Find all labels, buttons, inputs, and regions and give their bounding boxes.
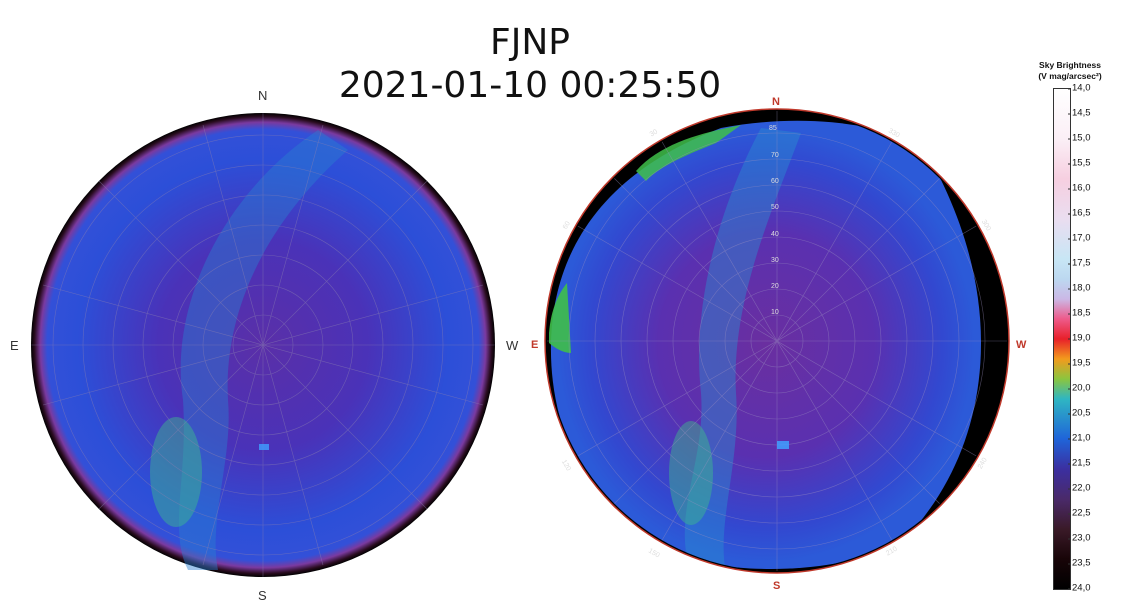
- colorbar-tick-label: 16,0: [1068, 182, 1091, 194]
- colorbar-tick-label: 14,5: [1068, 107, 1091, 119]
- left-grid: [31, 113, 495, 577]
- colorbar-title-line1: Sky Brightness: [1039, 60, 1101, 70]
- right-south-label: S: [773, 580, 781, 592]
- colorbar-tick-label: 22,0: [1068, 482, 1091, 494]
- right-grid: [547, 111, 1007, 571]
- left-south-label: S: [258, 588, 267, 603]
- colorbar-gradient: [1053, 88, 1071, 590]
- altitude-label: 50: [771, 204, 779, 211]
- right-horizon-glow-east: [549, 283, 571, 353]
- colorbar-tick-label: 22,5: [1068, 507, 1091, 519]
- right-milky-way: [684, 128, 801, 571]
- colorbar-tick-label: 20,5: [1068, 407, 1091, 419]
- altitude-label: 85: [769, 125, 777, 132]
- left-west-label: W: [506, 338, 519, 353]
- colorbar-title-line2: (V mag/arcsec²): [1038, 71, 1102, 81]
- altitude-label: 70: [771, 152, 779, 159]
- colorbar-tick-label: 19,5: [1068, 357, 1091, 369]
- altitude-label: 10: [771, 309, 779, 316]
- altitude-label: 40: [771, 231, 779, 238]
- right-north-label: N: [772, 96, 780, 108]
- right-east-label: E: [531, 339, 539, 351]
- left-north-label: N: [258, 88, 268, 103]
- colorbar-tick-label: 19,0: [1068, 332, 1091, 344]
- left-allsky-image: [31, 113, 495, 577]
- left-east-label: E: [10, 338, 19, 353]
- altitude-label: 60: [771, 178, 779, 185]
- colorbar-tick-label: 24,0: [1068, 582, 1091, 594]
- colorbar-tick-label: 23,5: [1068, 557, 1091, 569]
- colorbar-tick-label: 23,0: [1068, 532, 1091, 544]
- altitude-label: 30: [771, 257, 779, 264]
- colorbar-title: Sky Brightness (V mag/arcsec²): [1030, 60, 1110, 82]
- observation-datetime: 2021-01-10 00:25:50: [338, 65, 722, 106]
- station-name: FJNP: [490, 22, 570, 63]
- left-milky-way-bright: [150, 417, 202, 527]
- image-title: FJNP 2021-01-10 00:25:50: [300, 22, 760, 108]
- colorbar-tick-label: 16,5: [1068, 207, 1091, 219]
- altitude-label: 20: [771, 283, 779, 290]
- colorbar-tick-label: 15,0: [1068, 132, 1091, 144]
- colorbar-ticks: 14,0 14,5 15,0 15,5 16,0 16,5 17,0 17,5 18,0 18,5…: [1068, 83, 1112, 594]
- colorbar-tick-label: 15,5: [1068, 157, 1091, 169]
- colorbar-tick-label: 21,5: [1068, 457, 1091, 469]
- right-sky-disk: [550, 120, 981, 570]
- right-allsky-image: [544, 108, 1010, 574]
- colorbar-tick-label: 17,5: [1068, 257, 1091, 269]
- colorbar-tick-label: 18,0: [1068, 282, 1091, 294]
- right-milky-way-bright: [669, 421, 713, 525]
- right-west-label: W: [1016, 339, 1027, 351]
- colorbar-tick-label: 21,0: [1068, 432, 1091, 444]
- left-milky-way: [178, 130, 348, 570]
- colorbar-tick-label: 17,0: [1068, 232, 1091, 244]
- colorbar-tick-label: 20,0: [1068, 382, 1091, 394]
- colorbar-tick-label: 18,5: [1068, 307, 1091, 319]
- colorbar-tick-label: 14,0: [1068, 82, 1091, 94]
